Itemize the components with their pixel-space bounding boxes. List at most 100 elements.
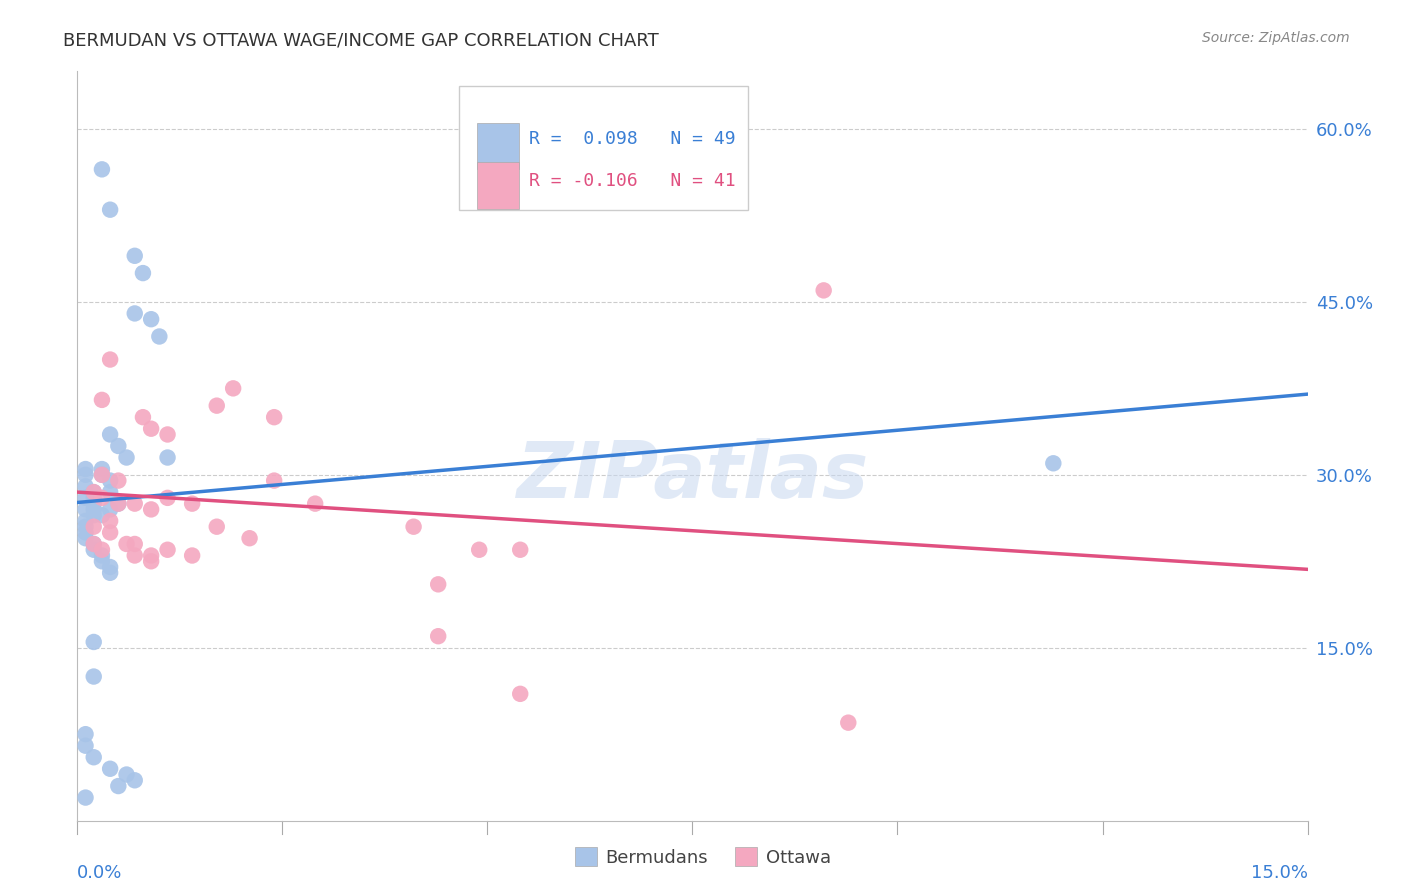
Point bbox=[90, 554, 114, 568]
Point bbox=[83, 485, 105, 500]
Point bbox=[181, 497, 204, 511]
Point bbox=[107, 497, 129, 511]
Point bbox=[181, 549, 204, 563]
Point bbox=[107, 439, 129, 453]
Point bbox=[156, 491, 179, 505]
Point bbox=[156, 427, 179, 442]
Point bbox=[141, 554, 163, 568]
Point bbox=[98, 352, 121, 367]
Point bbox=[98, 514, 121, 528]
Point bbox=[156, 450, 179, 465]
Point bbox=[124, 306, 146, 320]
Point bbox=[90, 162, 114, 177]
Point bbox=[90, 467, 114, 482]
Point bbox=[141, 502, 163, 516]
Point bbox=[90, 508, 114, 523]
FancyBboxPatch shape bbox=[458, 87, 748, 210]
Text: ZIPatlas: ZIPatlas bbox=[516, 438, 869, 514]
Text: 0.0%: 0.0% bbox=[77, 864, 122, 882]
Point bbox=[75, 491, 97, 505]
Text: BERMUDAN VS OTTAWA WAGE/INCOME GAP CORRELATION CHART: BERMUDAN VS OTTAWA WAGE/INCOME GAP CORRE… bbox=[63, 31, 659, 49]
Point bbox=[148, 329, 170, 343]
Point bbox=[90, 392, 114, 407]
Point bbox=[115, 450, 138, 465]
Point bbox=[83, 502, 105, 516]
Point bbox=[141, 312, 163, 326]
Point bbox=[132, 410, 155, 425]
Point bbox=[90, 549, 114, 563]
Point bbox=[124, 497, 146, 511]
Point bbox=[402, 519, 425, 533]
Point bbox=[115, 767, 138, 781]
Point bbox=[98, 566, 121, 580]
Point bbox=[98, 474, 121, 488]
Point bbox=[83, 537, 105, 551]
Point bbox=[509, 542, 531, 557]
Point bbox=[75, 479, 97, 493]
Point bbox=[75, 462, 97, 476]
Point bbox=[98, 762, 121, 776]
Point bbox=[427, 629, 450, 643]
Point bbox=[132, 266, 155, 280]
FancyBboxPatch shape bbox=[477, 122, 519, 169]
Point bbox=[98, 525, 121, 540]
Point bbox=[75, 790, 97, 805]
Point bbox=[263, 410, 285, 425]
Point bbox=[239, 531, 262, 545]
Point bbox=[124, 549, 146, 563]
Point bbox=[83, 537, 105, 551]
Point bbox=[107, 474, 129, 488]
Point bbox=[156, 542, 179, 557]
Point bbox=[90, 462, 114, 476]
Text: Source: ZipAtlas.com: Source: ZipAtlas.com bbox=[1202, 31, 1350, 45]
Legend: Bermudans, Ottawa: Bermudans, Ottawa bbox=[568, 840, 838, 874]
Point bbox=[263, 474, 285, 488]
Point bbox=[83, 491, 105, 505]
Point bbox=[75, 502, 97, 516]
Point bbox=[107, 779, 129, 793]
Text: 15.0%: 15.0% bbox=[1250, 864, 1308, 882]
Point bbox=[222, 381, 245, 395]
Point bbox=[83, 542, 105, 557]
Point bbox=[813, 284, 835, 298]
Text: R = -0.106   N = 41: R = -0.106 N = 41 bbox=[529, 171, 735, 190]
Point bbox=[83, 508, 105, 523]
Point bbox=[83, 497, 105, 511]
Point bbox=[75, 739, 97, 753]
Point bbox=[83, 669, 105, 683]
FancyBboxPatch shape bbox=[477, 162, 519, 209]
Text: R =  0.098   N = 49: R = 0.098 N = 49 bbox=[529, 130, 735, 148]
Point bbox=[98, 202, 121, 217]
Point bbox=[124, 249, 146, 263]
Point bbox=[75, 525, 97, 540]
Point bbox=[90, 542, 114, 557]
Point bbox=[205, 399, 228, 413]
Point bbox=[83, 750, 105, 764]
Point bbox=[90, 467, 114, 482]
Point bbox=[468, 542, 491, 557]
Point bbox=[141, 422, 163, 436]
Point bbox=[83, 635, 105, 649]
Point bbox=[98, 427, 121, 442]
Point bbox=[75, 727, 97, 741]
Point bbox=[1042, 456, 1064, 470]
Point bbox=[75, 519, 97, 533]
Point bbox=[98, 502, 121, 516]
Point bbox=[837, 715, 859, 730]
Point bbox=[75, 467, 97, 482]
Point bbox=[124, 773, 146, 788]
Point bbox=[141, 549, 163, 563]
Point bbox=[98, 485, 121, 500]
Point bbox=[205, 519, 228, 533]
Point bbox=[124, 537, 146, 551]
Point bbox=[75, 531, 97, 545]
Point bbox=[427, 577, 450, 591]
Point bbox=[107, 497, 129, 511]
Point bbox=[509, 687, 531, 701]
Point bbox=[83, 485, 105, 500]
Point bbox=[83, 519, 105, 533]
Point bbox=[75, 514, 97, 528]
Point bbox=[304, 497, 326, 511]
Point bbox=[90, 491, 114, 505]
Point bbox=[115, 537, 138, 551]
